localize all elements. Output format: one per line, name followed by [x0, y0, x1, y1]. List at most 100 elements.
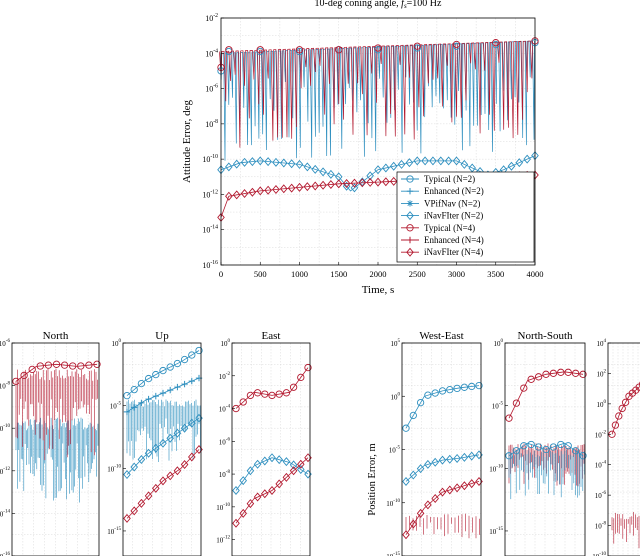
data-point — [239, 476, 247, 486]
data-point — [549, 443, 558, 451]
data-point — [144, 374, 153, 383]
series-noise-blue — [508, 449, 585, 500]
data-point — [358, 177, 367, 187]
data-point — [303, 182, 312, 192]
data-point — [69, 362, 77, 370]
data-point — [282, 457, 291, 467]
data-point — [397, 159, 406, 169]
legend-label: Typical (N=2) — [424, 174, 475, 184]
y-tick-label: 10-2 — [595, 429, 607, 439]
data-point — [431, 493, 439, 503]
y-tick-label: 100 — [111, 338, 121, 348]
data-point — [512, 447, 521, 455]
data-point — [256, 47, 264, 56]
data-point — [152, 443, 160, 453]
data-point — [460, 383, 469, 391]
data-point — [131, 404, 138, 411]
data-point — [159, 476, 167, 486]
data-point — [374, 46, 382, 54]
data-point — [77, 362, 85, 370]
data-point — [282, 472, 291, 482]
x-tick-label: 500 — [254, 269, 267, 279]
data-point — [431, 457, 439, 467]
data-point — [240, 157, 249, 167]
data-point — [446, 454, 454, 464]
series-line — [126, 350, 200, 396]
data-point — [246, 391, 255, 400]
data-point — [416, 398, 425, 407]
data-point — [429, 156, 437, 166]
data-point — [253, 389, 262, 397]
legend-label: Typical (N=4) — [424, 223, 475, 233]
data-point — [311, 164, 319, 174]
data-point — [287, 159, 296, 169]
y-tick-label: 10-5 — [492, 401, 504, 411]
data-point — [180, 460, 189, 470]
data-point — [232, 518, 240, 528]
data-point — [287, 183, 296, 193]
data-point — [327, 180, 335, 190]
data-point — [275, 479, 283, 489]
data-point — [453, 453, 461, 463]
data-point — [527, 440, 535, 449]
data-point — [123, 391, 131, 400]
y-tick-label: 104 — [596, 338, 606, 348]
data-point — [123, 408, 131, 416]
x-tick-label: 1000 — [291, 269, 308, 279]
data-point — [137, 498, 146, 508]
y-tick-label: 10-12 — [216, 535, 230, 545]
data-point — [534, 373, 543, 381]
data-point — [311, 181, 319, 191]
data-point — [123, 470, 131, 480]
y-tick-label: 10-2 — [219, 371, 231, 381]
data-point — [166, 363, 174, 371]
axes-frame — [11, 342, 100, 556]
y-tick-label: 10-6 — [0, 338, 10, 348]
data-point — [416, 464, 425, 474]
data-point — [239, 398, 247, 406]
data-point — [152, 483, 160, 493]
data-point — [460, 481, 469, 491]
series-line — [405, 454, 480, 482]
y-tick-label: 102 — [596, 368, 606, 378]
data-point — [319, 167, 327, 177]
y-tick-label: 10-16 — [0, 551, 10, 556]
data-point — [256, 46, 264, 54]
x-tick-label: 1500 — [330, 269, 347, 279]
subplot-westeast: 10-15 10-10 10-5 100 105 West-East Position Er… — [367, 330, 483, 556]
series-noise-red — [15, 368, 98, 461]
axes-frame — [504, 342, 586, 556]
data-point — [409, 411, 417, 420]
data-point — [297, 459, 305, 469]
data-point — [225, 47, 233, 56]
y-tick-label: 10-6 — [205, 84, 218, 94]
legend-label: iNavFIter (N=2) — [424, 211, 483, 221]
data-point — [272, 184, 280, 194]
data-point — [138, 399, 145, 407]
y-tick-label: 10-4 — [595, 460, 607, 470]
y-tick-label: 10-10 — [489, 463, 503, 473]
data-point — [460, 159, 469, 169]
data-point — [366, 171, 374, 181]
data-point — [638, 381, 640, 387]
subplot-northsouth: 10-15 10-10 10-5 100 North-South — [489, 330, 587, 556]
data-point — [12, 377, 20, 385]
data-point — [512, 399, 521, 407]
data-point — [188, 351, 196, 359]
axes-frame — [122, 342, 202, 556]
data-point — [225, 191, 233, 201]
axes-frame — [231, 342, 311, 556]
data-point — [444, 156, 453, 166]
legend-marker — [406, 236, 414, 244]
series-noise-blue — [126, 399, 201, 462]
data-point — [44, 361, 53, 369]
data-point — [166, 433, 174, 443]
data-point — [413, 156, 422, 166]
data-point — [557, 368, 565, 376]
data-point — [438, 387, 447, 395]
data-point — [542, 445, 550, 454]
data-point — [475, 381, 483, 390]
y-tick-label: 10-8 — [219, 469, 231, 479]
data-point — [174, 383, 181, 391]
